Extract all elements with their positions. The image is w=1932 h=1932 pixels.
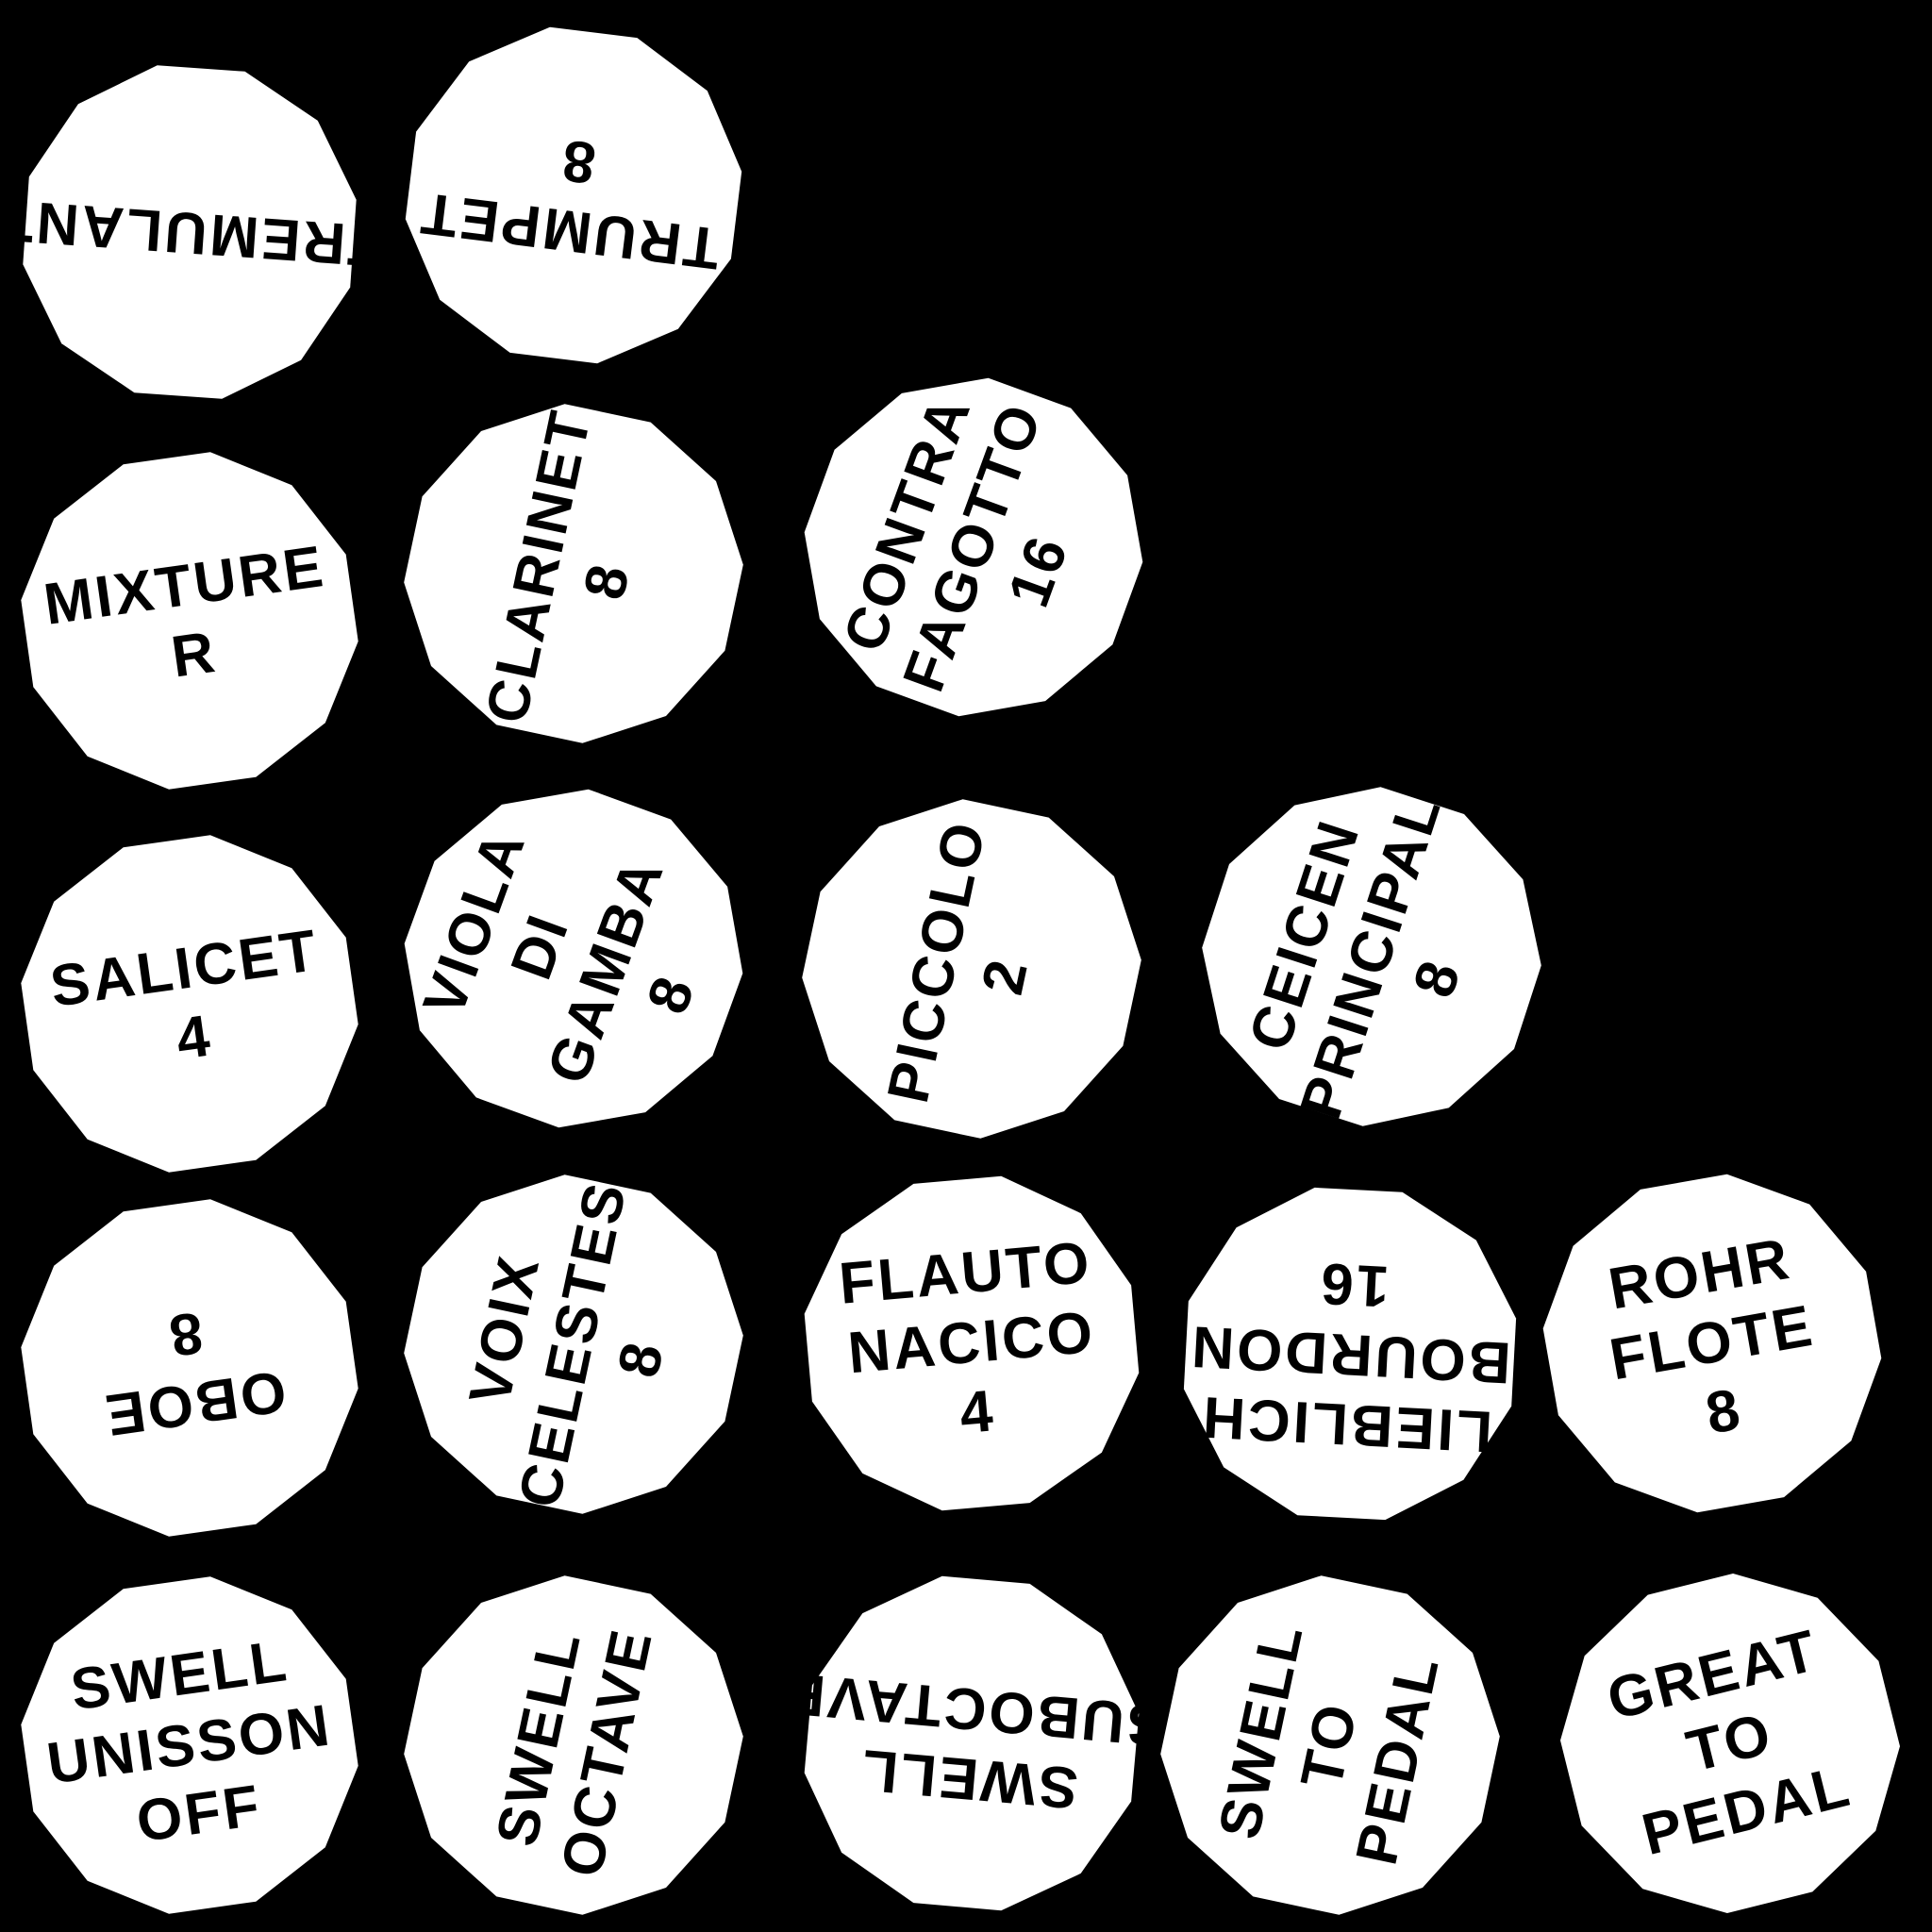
stop-knob-flauto-nacico[interactable]: FLAUTO NACICO 4	[800, 1172, 1143, 1515]
knob-face	[23, 65, 357, 399]
stop-label-line: 4	[957, 1378, 999, 1447]
knob-face	[1160, 1575, 1500, 1915]
stop-label-line: 8	[1701, 1376, 1748, 1447]
knob-face	[404, 789, 743, 1128]
stop-knob-great-to-pedal[interactable]: GREAT TO PEDAL	[1558, 1572, 1902, 1915]
knob-face	[1202, 787, 1541, 1126]
stop-knob-voix-celestes[interactable]: VOIX CELESTES 8	[402, 1173, 745, 1516]
knob-face	[21, 1576, 358, 1914]
stop-knob-swell-octave[interactable]: SWELL OCTAVE	[402, 1574, 745, 1917]
knob-face	[21, 835, 358, 1173]
stop-label-flauto-nacico: FLAUTO NACICO 4	[808, 1225, 1136, 1461]
stop-knob-salicet[interactable]: SALICET 4	[18, 832, 361, 1175]
knob-face	[1542, 1174, 1882, 1513]
stop-label-line: R	[167, 619, 222, 691]
stop-knob-rohr-flote[interactable]: ROHR FLOTE 8	[1541, 1172, 1884, 1515]
knob-face	[21, 1199, 358, 1537]
stop-label-line: 8	[556, 126, 600, 196]
knob-face	[804, 1575, 1140, 1911]
stop-knob-piccolo[interactable]: PICCOLO 2	[800, 797, 1143, 1141]
stop-label-line: 2	[970, 952, 1041, 1001]
stop-label-swell-suboctave: SWELL SUBOCTAVE	[780, 1660, 1169, 1826]
stop-label-swell-unisson-off: SWELL UNISSON OFF	[21, 1620, 358, 1871]
stop-knob-tremulant[interactable]: TREMULANT	[0, 60, 386, 404]
stop-label-lieblich-bourdon: LIEBLICH BOURDON 16	[1188, 1241, 1512, 1467]
stop-label-line: 4	[172, 1003, 217, 1073]
knob-face	[404, 404, 743, 743]
stop-knob-swell-suboctave[interactable]: SWELL SUBOCTAVE	[780, 1572, 1169, 1915]
knob-face	[21, 452, 358, 790]
knob-face	[1183, 1187, 1517, 1521]
stop-knob-contra-fagotto[interactable]: CONTRA FAGOTTO 16	[802, 375, 1145, 719]
knob-face	[802, 799, 1141, 1139]
stop-knob-oboe[interactable]: OBOE 8	[18, 1196, 361, 1540]
stop-knob-viola-di-gamba[interactable]: VIOLA DI GAMBA 8	[402, 787, 745, 1130]
stop-knob-mixture[interactable]: MIXTURE R	[18, 449, 361, 792]
stop-label-line: 8	[1401, 951, 1474, 1006]
stop-knob-ceicen-principal[interactable]: CEICEN PRINCIPAL 8	[1200, 785, 1543, 1128]
knob-face	[804, 1175, 1140, 1511]
stop-label-line: 8	[162, 1299, 208, 1369]
stop-label-line: 8	[572, 557, 643, 606]
knob-face	[404, 1174, 743, 1514]
knob-face	[405, 26, 742, 364]
stop-knob-clarinet[interactable]: CLARINET 8	[402, 402, 745, 745]
stop-knob-trumpet[interactable]: TRUMPET 8	[402, 24, 745, 367]
stop-label-line: 8	[606, 1334, 677, 1383]
stop-label-line: 8	[635, 966, 708, 1023]
stop-label-line: 16	[1316, 1250, 1391, 1320]
knob-face	[804, 377, 1143, 717]
stop-knob-lieblich-bourdon[interactable]: LIEBLICH BOURDON 16	[1178, 1182, 1522, 1525]
stop-knob-swell-to-pedal[interactable]: SWELL TO PEDAL	[1158, 1574, 1502, 1917]
knob-face	[404, 1575, 743, 1915]
knob-face	[1560, 1574, 1900, 1913]
stop-knob-swell-unisson-off[interactable]: SWELL UNISSON OFF	[18, 1574, 361, 1917]
